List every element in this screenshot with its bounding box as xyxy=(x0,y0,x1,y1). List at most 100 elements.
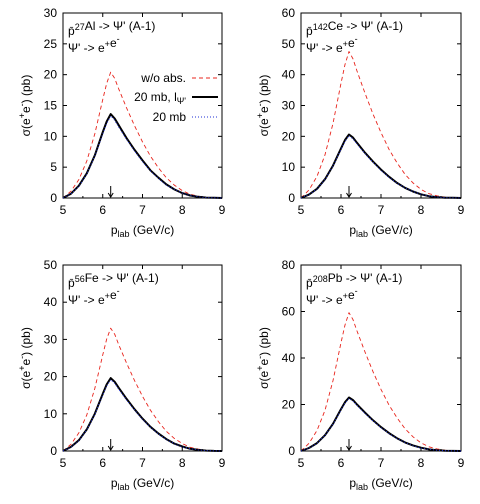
x-axis-label: plab (GeV/c) xyxy=(111,223,174,239)
y-axis-label: σ(e+e-) (pb) xyxy=(255,75,271,137)
y-tick-label: 0 xyxy=(288,191,295,205)
legend-label-1: w/o abs. xyxy=(140,71,186,85)
series-line-3 xyxy=(300,135,462,199)
title-part: Ce -> Ψ' (A-1) xyxy=(328,19,403,33)
x-tick-label: 7 xyxy=(378,203,385,217)
x-tick-label: 9 xyxy=(458,456,465,470)
title-part: - xyxy=(355,34,358,44)
threshold-arrow-head xyxy=(107,445,114,451)
title-part: 27 xyxy=(75,22,85,32)
y-tick-label: 40 xyxy=(44,295,58,309)
panel-title-line-1: p̄208Pb -> Ψ' (A-1) xyxy=(306,271,402,290)
y-tick-label: 40 xyxy=(282,68,296,82)
legend-label-2: 20 mb, lΨ' xyxy=(134,90,186,106)
y-tick-label: 10 xyxy=(44,407,58,421)
x-axis-label: plab (GeV/c) xyxy=(349,223,412,239)
x-tick-label: 7 xyxy=(378,456,385,470)
x-tick-label: 5 xyxy=(60,456,67,470)
legend-label-3: 20 mb xyxy=(153,110,187,124)
y-tick-label: 50 xyxy=(282,37,296,51)
y-tick-label: 25 xyxy=(44,37,58,51)
title-part: 56 xyxy=(75,274,85,284)
title-part: - xyxy=(117,34,120,44)
y-tick-label: 0 xyxy=(288,444,295,458)
title-part: Fe -> Ψ' (A-1) xyxy=(85,271,159,285)
series-line-1 xyxy=(300,51,462,199)
y-tick-label: 20 xyxy=(44,370,58,384)
y-tick-label: 20 xyxy=(282,398,296,412)
x-tick-label: 5 xyxy=(60,203,67,217)
y-tick-label: 50 xyxy=(44,258,58,272)
series-line-2 xyxy=(300,396,462,452)
chart-panel-3: 5 6 7 8 9 0 10 20 30 40 50 plab (GeV/c) σ(e+e-) (pb)… xyxy=(17,258,226,492)
title-part: p̄ xyxy=(68,24,75,38)
series-line-3 xyxy=(300,398,462,452)
chart-panel-2: 5 6 7 8 9 0 10 20 30 40 50 60 plab (GeV/c) σ(e+e-) (p… xyxy=(255,6,465,239)
title-part: 208 xyxy=(313,274,328,284)
series-line-3 xyxy=(62,379,223,452)
x-axis-label: plab (GeV/c) xyxy=(111,476,174,492)
panel-title-line-1: p̄56Fe -> Ψ' (A-1) xyxy=(68,271,159,290)
title-part: Ψ' -> e xyxy=(68,293,105,307)
series-line-3 xyxy=(62,115,223,199)
title-part: e xyxy=(348,36,355,50)
x-tick-label: 7 xyxy=(139,456,146,470)
x-tick-label: 8 xyxy=(418,203,425,217)
x-tick-label: 6 xyxy=(338,456,345,470)
title-part: - xyxy=(355,286,358,296)
title-part: Pb -> Ψ' (A-1) xyxy=(328,271,403,285)
title-part: e xyxy=(348,288,355,302)
y-tick-label: 30 xyxy=(44,332,58,346)
title-part: p̄ xyxy=(306,276,313,290)
x-tick-label: 5 xyxy=(298,203,305,217)
x-tick-label: 8 xyxy=(418,456,425,470)
title-part: Ψ' -> e xyxy=(306,293,343,307)
y-tick-label: 10 xyxy=(44,129,58,143)
threshold-arrow-head xyxy=(346,192,352,198)
x-tick-label: 8 xyxy=(179,456,186,470)
title-part: + xyxy=(343,39,348,49)
title-part: - xyxy=(117,286,120,296)
series-line-2 xyxy=(62,113,223,199)
title-part: p̄ xyxy=(306,24,313,38)
title-part: + xyxy=(343,291,348,301)
panel-title-line-2: Ψ' -> e+e- xyxy=(306,286,358,307)
title-part: + xyxy=(105,291,110,301)
title-part: + xyxy=(105,39,110,49)
threshold-arrow-head xyxy=(346,445,352,451)
x-axis-label: plab (GeV/c) xyxy=(349,476,412,492)
y-tick-label: 20 xyxy=(44,68,58,82)
title-part: 142 xyxy=(313,22,328,32)
y-tick-label: 0 xyxy=(50,444,57,458)
chart-panel-4: 5 6 7 8 9 0 20 40 60 80 plab (GeV/c) σ(e+e-) (pb) p̄… xyxy=(255,258,465,492)
y-tick-label: 80 xyxy=(282,258,296,272)
panel-title-line-2: Ψ' -> e+e- xyxy=(68,286,120,307)
title-part: e xyxy=(110,288,117,302)
y-tick-label: 60 xyxy=(282,305,296,319)
title-part: Ψ' -> e xyxy=(68,41,105,55)
y-axis-label: σ(e+e-) (pb) xyxy=(17,75,33,137)
title-part: p̄ xyxy=(68,276,75,290)
title-part: Al -> Ψ' (A-1) xyxy=(85,19,156,33)
y-tick-label: 10 xyxy=(282,160,296,174)
series-line-2 xyxy=(300,133,462,199)
y-tick-label: 60 xyxy=(282,6,296,20)
x-tick-label: 8 xyxy=(179,203,186,217)
y-tick-label: 20 xyxy=(282,129,296,143)
y-axis-label: σ(e+e-) (pb) xyxy=(17,327,33,389)
x-tick-label: 9 xyxy=(219,456,226,470)
title-part: Ψ' -> e xyxy=(306,41,343,55)
x-tick-label: 7 xyxy=(139,203,146,217)
panel-title-line-1: p̄142Ce -> Ψ' (A-1) xyxy=(306,19,403,38)
panel-title-line-2: Ψ' -> e+e- xyxy=(68,34,120,55)
x-tick-label: 6 xyxy=(99,203,106,217)
title-part: e xyxy=(110,36,117,50)
x-tick-label: 9 xyxy=(458,203,465,217)
x-tick-label: 5 xyxy=(298,456,305,470)
x-tick-label: 9 xyxy=(219,203,226,217)
y-tick-label: 5 xyxy=(50,160,57,174)
threshold-arrow-head xyxy=(107,192,114,198)
y-tick-label: 15 xyxy=(44,99,58,113)
